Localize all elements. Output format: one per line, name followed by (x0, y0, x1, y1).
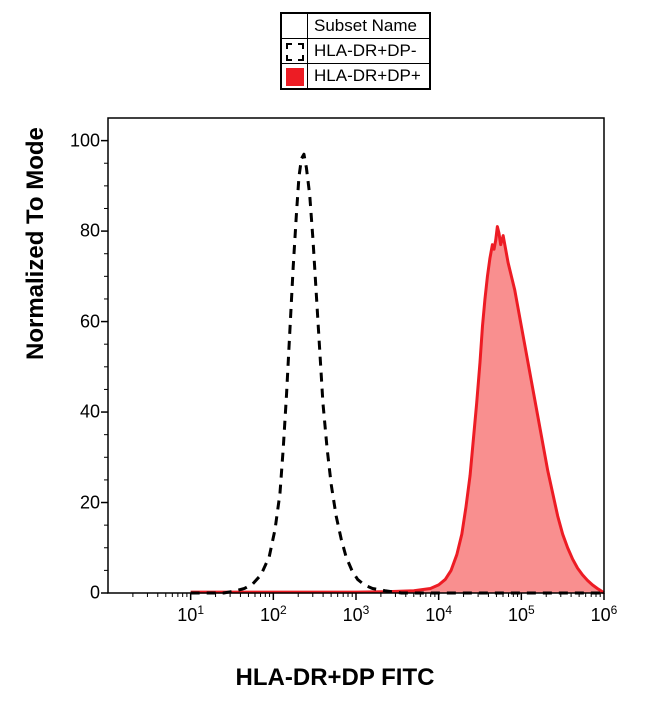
legend-header-swatch (282, 14, 308, 39)
y-tick-label: 100 (40, 130, 100, 151)
legend-swatch-1 (282, 64, 308, 89)
plot-svg (96, 110, 616, 650)
legend-header-label: Subset Name (308, 14, 430, 39)
x-tick-label: 104 (425, 603, 452, 626)
y-tick-label: 20 (40, 492, 100, 513)
x-tick-label: 106 (591, 603, 618, 626)
legend: Subset Name HLA-DR+DP- HLA-DR+DP+ (280, 12, 431, 90)
dashed-square-icon (286, 43, 304, 61)
plot-area: Normalized To Mode 020406080100 10110210… (40, 110, 630, 690)
legend-label-0: HLA-DR+DP- (308, 39, 430, 64)
legend-label-1: HLA-DR+DP+ (308, 64, 430, 89)
x-axis-label: HLA-DR+DP FITC (40, 664, 630, 692)
legend-swatch-0 (282, 39, 308, 64)
filled-square-icon (286, 68, 304, 86)
legend-header-row: Subset Name (282, 14, 430, 39)
y-tick-label: 80 (40, 221, 100, 242)
legend-row: HLA-DR+DP- (282, 39, 430, 64)
x-tick-label: 103 (343, 603, 370, 626)
chart-container: Subset Name HLA-DR+DP- HLA-DR+DP+ Normal… (0, 0, 650, 726)
y-tick-label: 60 (40, 311, 100, 332)
legend-row: HLA-DR+DP+ (282, 64, 430, 89)
y-tick-label: 0 (40, 583, 100, 604)
x-tick-label: 102 (260, 603, 287, 626)
x-tick-label: 105 (508, 603, 535, 626)
x-tick-label: 101 (177, 603, 204, 626)
y-tick-label: 40 (40, 402, 100, 423)
